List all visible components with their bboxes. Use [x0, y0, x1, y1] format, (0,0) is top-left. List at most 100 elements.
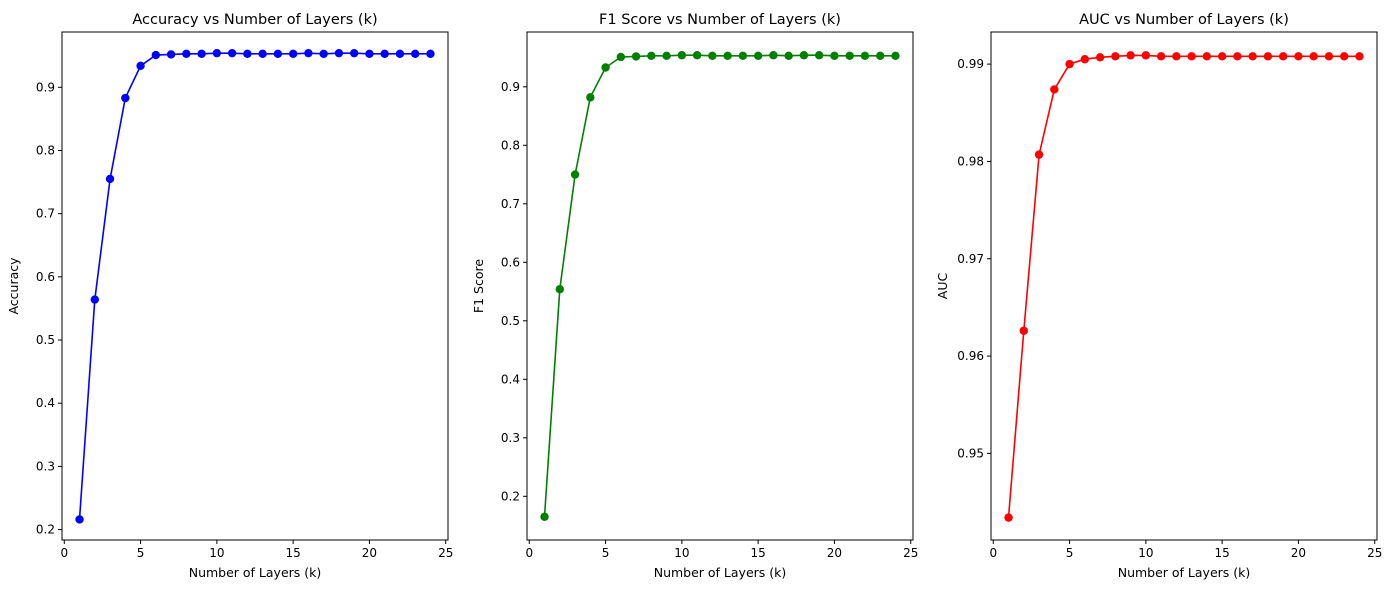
- data-point: [723, 51, 732, 61]
- data-point: [151, 50, 161, 60]
- data-point: [1355, 52, 1364, 61]
- x-tick-label: 5: [137, 546, 145, 560]
- data-point: [784, 51, 793, 61]
- y-tick-label: 0.8: [501, 138, 520, 152]
- series-line: [1007, 54, 1360, 518]
- data-point: [1233, 52, 1242, 61]
- x-axis-label: Number of Layers (k): [654, 565, 787, 580]
- x-tick-label: 10: [1138, 546, 1153, 560]
- data-point: [258, 49, 267, 58]
- data-point: [875, 51, 885, 61]
- data-point: [395, 49, 405, 58]
- data-point: [288, 49, 298, 58]
- plot-area: [61, 31, 449, 541]
- data-point: [586, 93, 595, 102]
- x-axis-label: Number of Layers (k): [1118, 565, 1251, 580]
- y-tick-label: 0.98: [957, 154, 984, 168]
- plot-area: [990, 31, 1378, 541]
- y-tick-label: 0.7: [36, 207, 55, 221]
- x-tick-label: 10: [209, 546, 224, 560]
- data-point: [753, 51, 763, 61]
- data-point: [738, 51, 748, 61]
- y-tick-label: 0.9: [36, 80, 55, 94]
- data-point: [891, 51, 900, 61]
- data-point: [1141, 51, 1151, 60]
- data-point: [319, 49, 328, 58]
- data-point: [1111, 52, 1120, 61]
- x-tick-label: 20: [1291, 546, 1306, 560]
- data-point: [197, 49, 206, 58]
- x-tick-label: 20: [827, 546, 842, 560]
- x-tick-label: 10: [674, 546, 689, 560]
- chart-title: AUC vs Number of Layers (k): [1079, 12, 1289, 28]
- data-point: [1263, 52, 1273, 61]
- data-point: [75, 515, 84, 524]
- data-point: [555, 285, 565, 294]
- data-point: [1065, 59, 1074, 69]
- data-point: [1095, 53, 1105, 62]
- data-point: [90, 295, 100, 304]
- data-point: [410, 49, 420, 58]
- data-point: [540, 512, 549, 521]
- data-point: [601, 63, 610, 72]
- data-point: [1324, 52, 1334, 61]
- data-point: [1309, 52, 1318, 61]
- y-tick-label: 0.7: [501, 197, 520, 211]
- chart-panel-3: 0 5 10 15 20 25 0.95 0.96 0.97 0.98 0.99 AUC vs Num…: [935, 12, 1382, 580]
- y-axis-label: AUC: [935, 273, 950, 300]
- y-tick-label: 0.95: [957, 446, 984, 460]
- data-point: [570, 170, 580, 179]
- data-point: [1217, 52, 1227, 61]
- data-point: [845, 51, 854, 61]
- x-tick-label: 20: [362, 546, 377, 560]
- data-point: [227, 48, 237, 58]
- data-point: [304, 48, 313, 58]
- x-tick-label: 15: [1215, 546, 1230, 560]
- data-point: [1034, 150, 1044, 159]
- y-tick-label: 0.99: [957, 57, 984, 71]
- data-point: [1004, 513, 1013, 522]
- data-point: [1339, 52, 1349, 61]
- y-tick-label: 0.3: [36, 459, 55, 473]
- data-point: [1248, 52, 1257, 61]
- y-tick-label: 0.6: [36, 270, 55, 284]
- data-point: [1202, 52, 1212, 61]
- data-point: [799, 51, 809, 60]
- data-point: [166, 50, 176, 59]
- chart-title: F1 Score vs Number of Layers (k): [599, 12, 841, 28]
- data-point: [334, 48, 344, 58]
- data-point: [1172, 52, 1181, 61]
- y-tick-label: 0.97: [957, 252, 984, 266]
- y-tick-label: 0.9: [501, 80, 520, 94]
- y-tick-label: 0.4: [36, 396, 55, 410]
- data-point: [426, 49, 435, 58]
- data-point: [1294, 52, 1303, 61]
- data-point: [647, 51, 656, 61]
- y-tick-label: 0.2: [501, 489, 520, 503]
- chart-panel-1: 0 5 10 15 20 25 0.2 0.3 0.4 0.5 0.6 0.7 0.8 0.9 Accura…: [6, 12, 453, 580]
- x-tick-label: 15: [286, 546, 301, 560]
- y-tick-label: 0.96: [957, 349, 984, 363]
- series-line: [543, 54, 896, 517]
- y-tick-label: 0.8: [36, 143, 55, 157]
- data-point: [769, 51, 778, 60]
- y-axis-label: F1 Score: [471, 259, 486, 313]
- data-point: [365, 49, 374, 58]
- data-point: [136, 61, 145, 71]
- data-point: [1278, 52, 1288, 61]
- x-tick-label: 15: [751, 546, 766, 560]
- chart-panel-2: 0 5 10 15 20 25 0.2 0.3 0.4 0.5 0.6 0.7 0.8 0.9 F1 Sco…: [471, 12, 918, 580]
- data-point: [708, 51, 717, 61]
- data-point: [380, 49, 389, 58]
- y-tick-label: 0.4: [501, 372, 520, 386]
- data-point: [212, 48, 222, 58]
- data-point: [1126, 51, 1135, 60]
- data-point: [662, 51, 671, 61]
- y-axis-label: Accuracy: [6, 257, 21, 315]
- series-line: [78, 52, 431, 520]
- x-tick-label: 25: [438, 546, 453, 560]
- plot-area: [526, 31, 914, 541]
- x-tick-label: 0: [989, 546, 997, 560]
- data-point: [273, 49, 283, 58]
